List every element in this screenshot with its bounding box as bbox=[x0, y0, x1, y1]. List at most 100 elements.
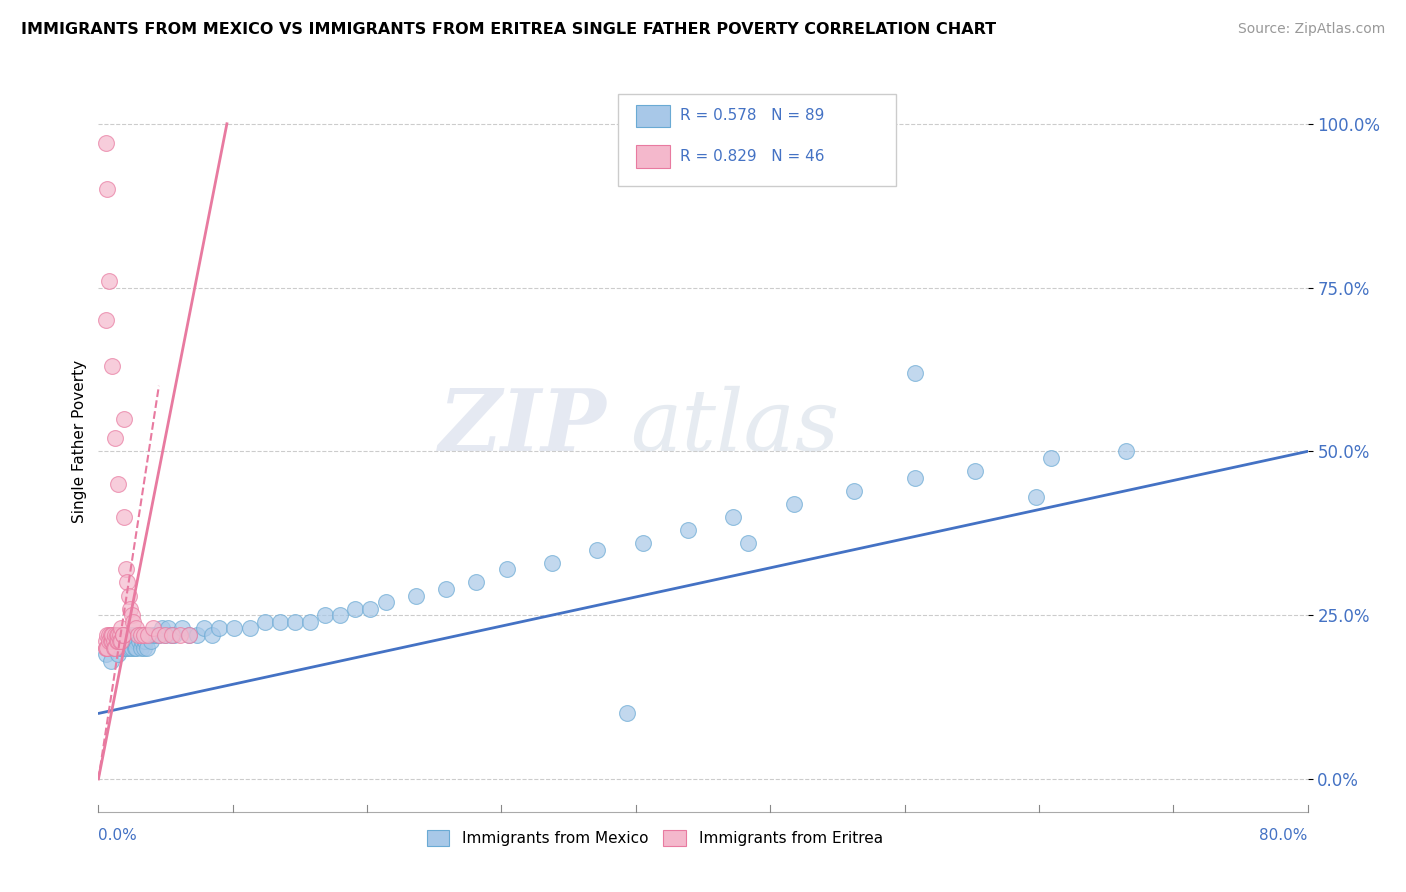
Point bbox=[118, 628, 141, 642]
Text: 80.0%: 80.0% bbox=[1260, 828, 1308, 843]
Point bbox=[150, 621, 173, 635]
Point bbox=[110, 621, 132, 635]
Point bbox=[100, 628, 122, 642]
Point bbox=[108, 634, 131, 648]
Point bbox=[100, 634, 122, 648]
Point bbox=[676, 523, 699, 537]
Point bbox=[125, 634, 148, 648]
Point bbox=[127, 628, 149, 642]
Point bbox=[112, 509, 135, 524]
Point bbox=[121, 634, 143, 648]
Point bbox=[737, 536, 759, 550]
Point bbox=[104, 431, 127, 445]
Point bbox=[134, 634, 156, 648]
Point bbox=[100, 654, 122, 668]
Point bbox=[112, 411, 135, 425]
Point bbox=[160, 628, 183, 642]
Point bbox=[129, 628, 152, 642]
Point bbox=[148, 628, 170, 642]
Point bbox=[586, 542, 609, 557]
Point bbox=[169, 628, 191, 642]
Point bbox=[129, 628, 152, 642]
Point bbox=[141, 634, 163, 648]
Point bbox=[434, 582, 457, 596]
Point bbox=[107, 628, 129, 642]
Point bbox=[136, 628, 159, 642]
Point bbox=[239, 621, 262, 635]
Point bbox=[179, 628, 201, 642]
Point bbox=[145, 628, 167, 642]
Point bbox=[101, 634, 124, 648]
Point bbox=[1115, 444, 1137, 458]
Point bbox=[269, 615, 291, 629]
Point bbox=[98, 274, 121, 288]
Point bbox=[163, 628, 186, 642]
Point bbox=[114, 640, 136, 655]
Point bbox=[495, 562, 517, 576]
Point bbox=[115, 575, 138, 590]
Point bbox=[170, 621, 193, 635]
Point bbox=[284, 615, 307, 629]
Point bbox=[121, 640, 143, 655]
Point bbox=[127, 628, 149, 642]
Bar bbox=[637, 145, 671, 168]
Point bbox=[118, 634, 141, 648]
Point bbox=[101, 359, 124, 374]
Point bbox=[374, 595, 396, 609]
FancyBboxPatch shape bbox=[619, 94, 897, 186]
Point bbox=[107, 628, 129, 642]
Point bbox=[360, 601, 382, 615]
Point bbox=[118, 589, 141, 603]
Point bbox=[111, 634, 134, 648]
Point bbox=[94, 640, 117, 655]
Point bbox=[329, 608, 352, 623]
Point bbox=[114, 628, 136, 642]
Point bbox=[965, 464, 987, 478]
Point bbox=[540, 556, 562, 570]
Text: R = 0.578   N = 89: R = 0.578 N = 89 bbox=[681, 108, 824, 123]
Point bbox=[208, 621, 231, 635]
Point bbox=[104, 628, 127, 642]
Point bbox=[156, 621, 179, 635]
Point bbox=[98, 628, 121, 642]
Bar bbox=[637, 104, 671, 127]
Point bbox=[1039, 450, 1062, 465]
Point bbox=[96, 640, 118, 655]
Point bbox=[136, 628, 159, 642]
Point bbox=[186, 628, 208, 642]
Text: ZIP: ZIP bbox=[439, 385, 606, 468]
Point bbox=[110, 640, 132, 655]
Point bbox=[253, 615, 276, 629]
Point bbox=[111, 640, 134, 655]
Point bbox=[616, 706, 638, 721]
Point bbox=[132, 628, 155, 642]
Point bbox=[103, 640, 125, 655]
Point bbox=[105, 628, 128, 642]
Point bbox=[299, 615, 322, 629]
Text: R = 0.829   N = 46: R = 0.829 N = 46 bbox=[681, 149, 824, 164]
Point bbox=[344, 601, 367, 615]
Point bbox=[105, 634, 128, 648]
Point bbox=[110, 640, 132, 655]
Point bbox=[98, 640, 121, 655]
Point bbox=[122, 615, 145, 629]
Point bbox=[105, 640, 128, 655]
Point bbox=[107, 648, 129, 662]
Point bbox=[110, 634, 132, 648]
Point bbox=[631, 536, 654, 550]
Point bbox=[110, 628, 132, 642]
Point bbox=[314, 608, 336, 623]
Point bbox=[131, 634, 153, 648]
Point bbox=[114, 562, 136, 576]
Point bbox=[193, 621, 215, 635]
Text: Source: ZipAtlas.com: Source: ZipAtlas.com bbox=[1237, 22, 1385, 37]
Point bbox=[98, 634, 121, 648]
Point bbox=[96, 182, 118, 196]
Point bbox=[844, 483, 866, 498]
Point bbox=[162, 628, 184, 642]
Point bbox=[112, 628, 135, 642]
Point bbox=[107, 634, 129, 648]
Point bbox=[111, 628, 134, 642]
Point bbox=[128, 634, 150, 648]
Text: 0.0%: 0.0% bbox=[98, 828, 138, 843]
